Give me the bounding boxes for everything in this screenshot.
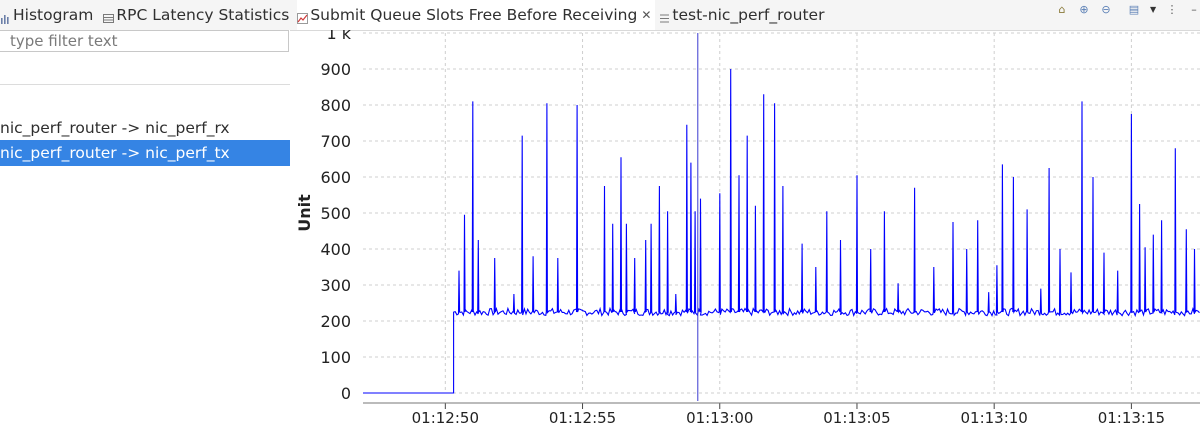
zoom-out-icon[interactable]: ⊖: [1101, 3, 1111, 16]
editor-tab-bar: Histogram RPC Latency Statistics Submit …: [0, 0, 1200, 31]
y-tick-label: 700: [320, 132, 351, 151]
x-tick-label: 01:13:00: [686, 409, 753, 427]
table-icon: [103, 10, 115, 23]
y-tick-label: 900: [320, 60, 351, 79]
filter-input[interactable]: type filter text: [0, 30, 289, 52]
line-chart[interactable]: 0 100 200 300 400 500 600 700 800 900 1 k 01:12:50 0…: [290, 24, 1200, 427]
divider: [0, 84, 290, 85]
chart-canvas[interactable]: 0 100 200 300 400 500 600 700 800 900 1 k 01:12:50 0…: [290, 24, 1200, 427]
tree-item-label: nic_perf_router -> nic_perf_tx: [0, 144, 230, 162]
y-tick-label: 1 k: [326, 30, 351, 43]
x-tick-label: 01:13:05: [823, 409, 890, 427]
tab-rpc-latency-statistics[interactable]: RPC Latency Statistics: [103, 0, 293, 30]
tree-item-rx[interactable]: nic_perf_router -> nic_perf_rx: [0, 115, 290, 141]
tab-submit-queue-slots[interactable]: Submit Queue Slots Free Before Receiving…: [297, 0, 656, 30]
tab-test-nic-perf-router[interactable]: test-nic_perf_router: [659, 0, 828, 30]
dropdown-icon[interactable]: ▼: [1150, 5, 1157, 14]
home-icon[interactable]: ⌂: [1058, 3, 1066, 16]
x-tick-label: 01:12:55: [549, 409, 616, 427]
minimize-icon[interactable]: –: [1191, 3, 1197, 16]
tab-label: RPC Latency Statistics: [116, 6, 290, 24]
y-tick-label: 0: [341, 384, 351, 403]
layout-icon[interactable]: ▤: [1128, 3, 1140, 16]
tree-item-label: nic_perf_router -> nic_perf_rx: [0, 119, 230, 137]
y-tick-label: 400: [320, 240, 351, 259]
y-tick-label: 500: [320, 204, 351, 223]
close-icon[interactable]: ✕: [641, 8, 652, 22]
chart-icon: [297, 10, 309, 24]
y-tick-label: 300: [320, 276, 351, 295]
histogram-icon: [0, 10, 11, 24]
tab-label: test-nic_perf_router: [672, 6, 825, 24]
series-tree-panel: type filter text nic_perf_router -> nic_…: [0, 30, 290, 427]
x-tick-label: 01:12:50: [412, 409, 479, 427]
y-axis-label: Unit: [295, 194, 314, 232]
tab-histogram[interactable]: Histogram: [0, 0, 97, 30]
tree-item-tx[interactable]: nic_perf_router -> nic_perf_tx: [0, 140, 290, 166]
x-tick-label: 01:13:15: [1098, 409, 1165, 427]
series-line: [363, 68, 1200, 394]
x-tick-label: 01:13:10: [960, 409, 1027, 427]
zoom-in-icon[interactable]: ⊕: [1079, 3, 1089, 16]
y-tick-label: 800: [320, 96, 351, 115]
y-tick-label: 100: [320, 348, 351, 367]
y-tick-label: 200: [320, 312, 351, 331]
view-menu-icon[interactable]: ⋮: [1166, 3, 1178, 16]
tab-label: Submit Queue Slots Free Before Receiving: [310, 6, 638, 24]
list-icon: [659, 10, 670, 22]
y-tick-label: 600: [320, 168, 351, 187]
view-toolbar: ⌂ ⊕ ⊖ ▤ ▼ ⋮ –: [1056, 4, 1200, 16]
tab-label: Histogram: [13, 6, 94, 24]
